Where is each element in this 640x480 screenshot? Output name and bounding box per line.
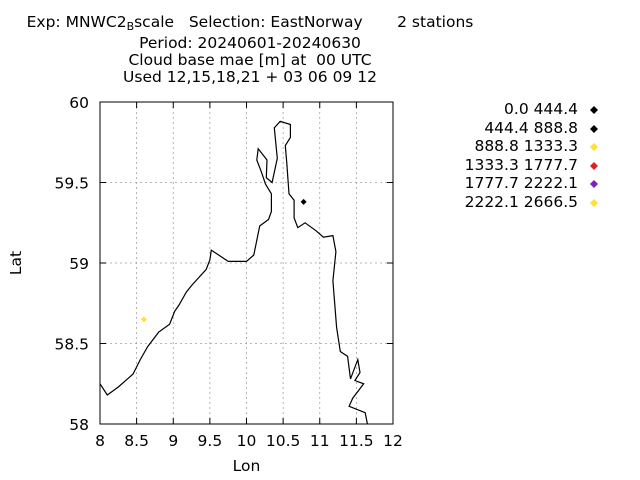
legend-entry: 2222.1 2666.5 xyxy=(420,193,610,212)
y-tick-label: 58 xyxy=(69,416,89,434)
legend-label: 888.8 1333.3 xyxy=(474,137,578,155)
legend-entry: 888.8 1333.3 xyxy=(420,137,610,156)
coastline xyxy=(99,120,368,425)
legend-marker-icon xyxy=(590,180,598,188)
x-tick-label: 12 xyxy=(383,432,403,450)
legend-entry: 1333.3 1777.7 xyxy=(420,156,610,175)
legend-marker-icon xyxy=(590,106,598,114)
x-tick-label: 9.5 xyxy=(198,432,223,450)
x-tick-label: 11.5 xyxy=(339,432,374,450)
legend-entry: 1777.7 2222.1 xyxy=(420,174,610,193)
legend-marker-icon xyxy=(590,161,598,170)
y-tick-label: 59 xyxy=(69,255,89,273)
x-tick-label: 8.5 xyxy=(124,432,149,450)
y-tick-label: 60 xyxy=(69,94,89,112)
x-tick-labels: 8 8.5 9 9.5 10 10.5 11 11.5 12 xyxy=(95,432,403,450)
title-line-3: Cloud base mae [m] at 00 UTC xyxy=(128,51,372,69)
legend-label: 1777.7 2222.1 xyxy=(464,174,578,192)
x-tick-label: 10 xyxy=(237,432,257,450)
legend-label: 0.0 444.4 xyxy=(504,100,578,118)
legend-entry: 444.4 888.8 xyxy=(420,119,610,138)
plot-frame xyxy=(99,101,394,425)
legend-label: 2222.1 2666.5 xyxy=(464,192,578,211)
x-tick-label: 11 xyxy=(310,432,330,450)
legend-entry: 0.0 444.4 xyxy=(420,100,610,119)
title-line-1: Exp: MNWC2Bscale Selection: EastNorway 2… xyxy=(26,13,474,34)
station-point xyxy=(300,198,307,205)
grid xyxy=(99,101,394,425)
legend-label: 1333.3 1777.7 xyxy=(464,155,578,174)
title-line-4: Used 12,15,18,21 + 03 06 09 12 xyxy=(123,68,377,86)
x-tick-label: 9 xyxy=(168,432,178,450)
x-tick-label: 10.5 xyxy=(266,432,301,450)
title-line-2: Period: 20240601-20240630 xyxy=(139,34,361,52)
y-tick-label: 58.5 xyxy=(54,336,89,354)
y-tick-label: 59.5 xyxy=(54,175,89,193)
x-tick-label: 8 xyxy=(95,432,105,450)
data-points xyxy=(140,198,307,323)
y-tick-labels: 58 58.5 59 59.5 60 xyxy=(54,94,89,434)
legend-marker-icon xyxy=(590,198,598,207)
legend-label: 444.4 888.8 xyxy=(484,118,578,137)
legend: 0.0 444.4 444.4 888.8 888.8 1333.3 1333.3 1… xyxy=(420,100,610,211)
y-axis-label: Lat xyxy=(7,251,25,275)
station-point xyxy=(140,316,147,323)
legend-marker-icon xyxy=(590,143,598,151)
legend-marker-icon xyxy=(590,124,598,133)
x-axis-label: Lon xyxy=(233,457,261,475)
chart-title: Exp: MNWC2Bscale Selection: EastNorway 2… xyxy=(0,14,500,86)
